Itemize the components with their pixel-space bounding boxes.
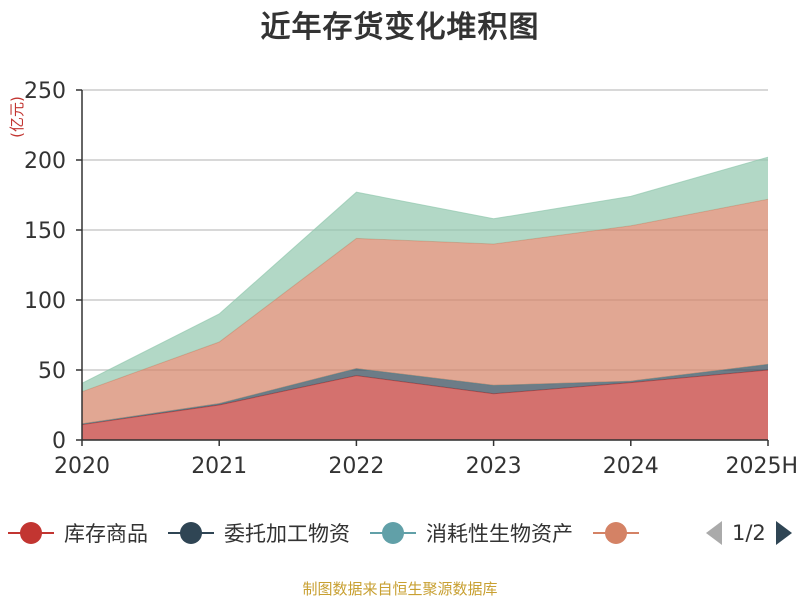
legend-item[interactable] (591, 519, 641, 547)
axes: 0 50 100 150 200 250 2020 2021 2022 2023 2024 2025H (24, 79, 798, 479)
legend-marker-icon (168, 522, 214, 544)
legend-label: 委托加工物资 (224, 522, 350, 546)
area-series-4 (82, 157, 768, 392)
legend: 库存商品 委托加工物资 消耗性生物资产 (0, 516, 800, 550)
legend-label: 消耗性生物资产 (426, 522, 573, 546)
legend-marker-icon (8, 522, 54, 544)
y-tick-label: 50 (38, 359, 66, 384)
x-tick-label: 2025H (725, 454, 798, 479)
x-tick-label: 2023 (466, 454, 522, 479)
y-tick-label: 200 (24, 149, 66, 174)
stacked-areas (81, 156, 769, 440)
legend-page-indicator: 1/2 (732, 521, 766, 545)
area-series-0 (82, 370, 768, 440)
x-tick-label: 2021 (191, 454, 247, 479)
area-series-4-edge (81, 156, 769, 384)
prev-page-icon[interactable] (704, 519, 724, 547)
legend-marker-icon (370, 522, 416, 544)
legend-item[interactable]: 库存商品 (6, 518, 148, 548)
y-tick-label: 150 (24, 219, 66, 244)
legend-item[interactable]: 委托加工物资 (166, 518, 350, 548)
y-tick-label: 100 (24, 289, 66, 314)
legend-marker-icon (593, 522, 639, 544)
chart-title: 近年存货变化堆积图 (260, 10, 540, 45)
x-tick-label: 2020 (54, 454, 110, 479)
y-tick-label: 0 (52, 429, 66, 454)
legend-item[interactable]: 消耗性生物资产 (368, 518, 573, 548)
y-tick-label: 250 (24, 79, 66, 104)
area-series-3 (82, 199, 768, 424)
x-tick-label: 2022 (328, 454, 384, 479)
next-page-icon[interactable] (774, 519, 794, 547)
y-axis-unit-label: (亿元) (8, 96, 26, 138)
legend-label: 库存商品 (64, 522, 148, 546)
data-source-note: 制图数据来自恒生聚源数据库 (302, 580, 498, 598)
x-tick-label: 2024 (603, 454, 659, 479)
legend-pager: 1/2 (700, 516, 794, 550)
